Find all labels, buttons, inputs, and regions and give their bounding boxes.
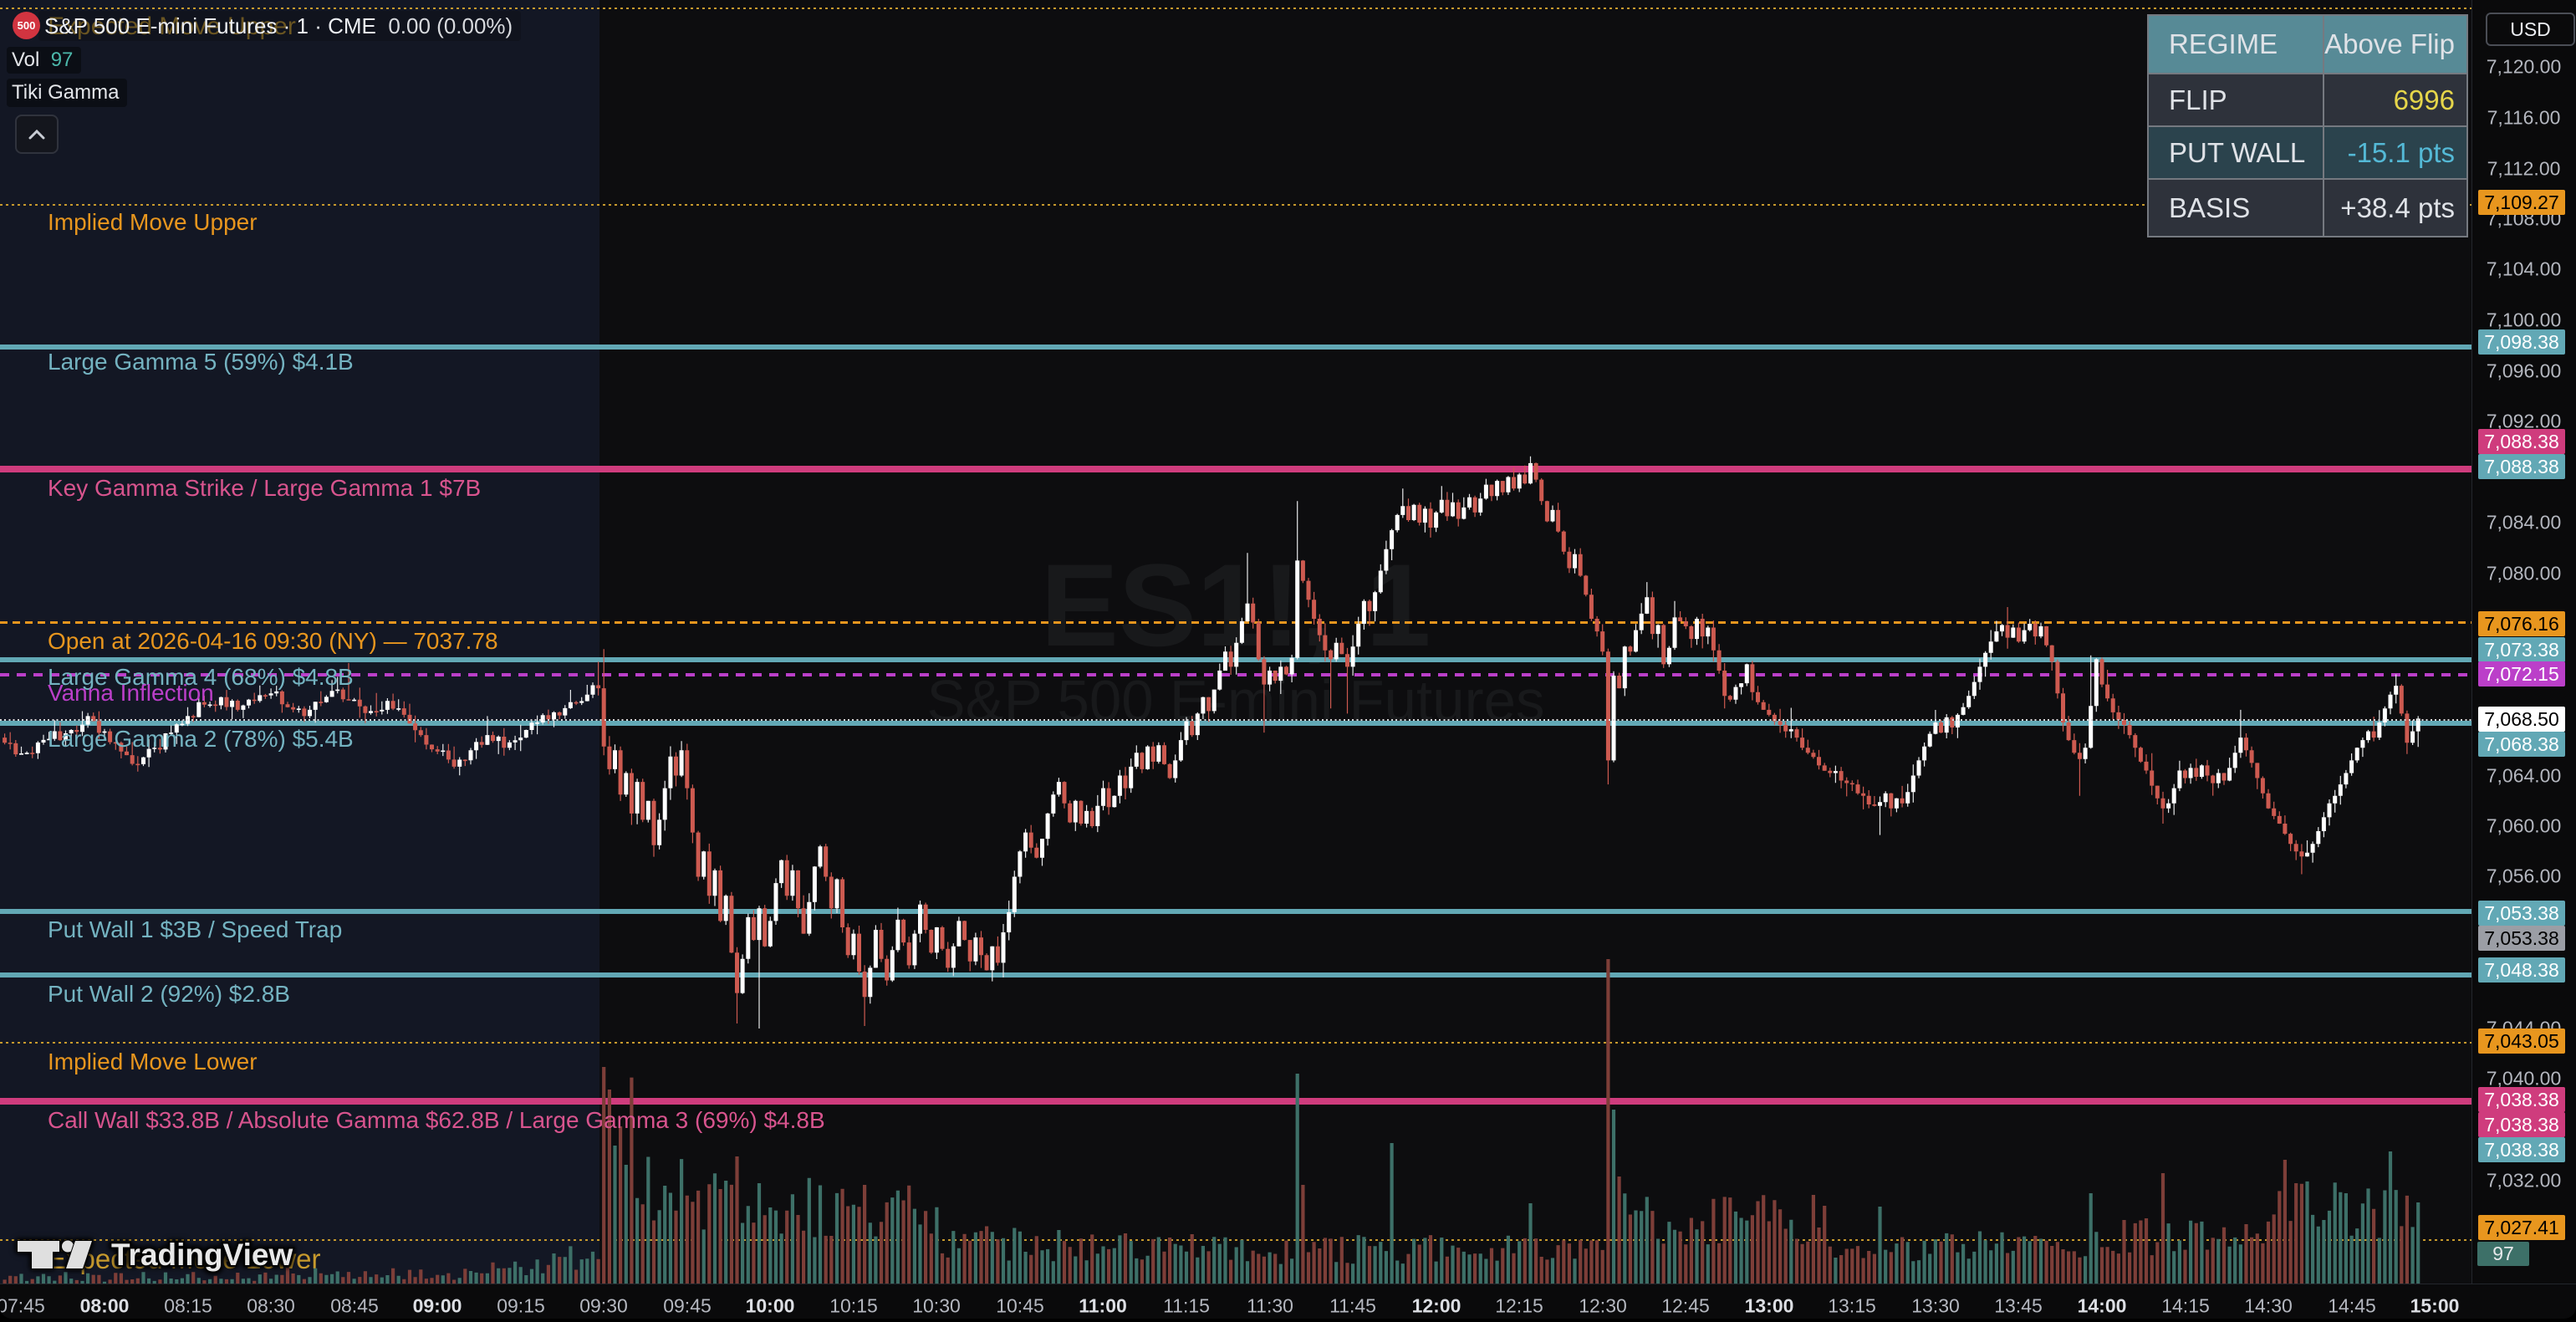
svg-text:TradingView: TradingView: [111, 1238, 293, 1272]
